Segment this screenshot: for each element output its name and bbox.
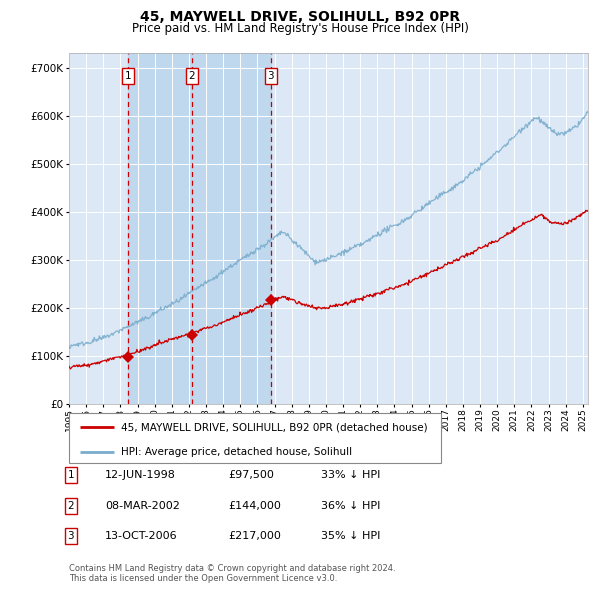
- Text: 12-JUN-1998: 12-JUN-1998: [105, 470, 176, 480]
- Text: Contains HM Land Registry data © Crown copyright and database right 2024.
This d: Contains HM Land Registry data © Crown c…: [69, 563, 395, 583]
- Text: 36% ↓ HPI: 36% ↓ HPI: [321, 501, 380, 510]
- Text: 2: 2: [67, 501, 74, 510]
- Text: 35% ↓ HPI: 35% ↓ HPI: [321, 532, 380, 541]
- Text: £97,500: £97,500: [228, 470, 274, 480]
- Text: Price paid vs. HM Land Registry's House Price Index (HPI): Price paid vs. HM Land Registry's House …: [131, 22, 469, 35]
- Text: 33% ↓ HPI: 33% ↓ HPI: [321, 470, 380, 480]
- Text: 3: 3: [67, 532, 74, 541]
- Text: £144,000: £144,000: [228, 501, 281, 510]
- Text: 08-MAR-2002: 08-MAR-2002: [105, 501, 180, 510]
- Bar: [128, 53, 271, 404]
- Text: £217,000: £217,000: [228, 532, 281, 541]
- Text: 1: 1: [67, 470, 74, 480]
- Text: 3: 3: [268, 71, 274, 81]
- Text: 1: 1: [125, 71, 131, 81]
- Text: 45, MAYWELL DRIVE, SOLIHULL, B92 0PR (detached house): 45, MAYWELL DRIVE, SOLIHULL, B92 0PR (de…: [121, 422, 428, 432]
- Text: 45, MAYWELL DRIVE, SOLIHULL, B92 0PR: 45, MAYWELL DRIVE, SOLIHULL, B92 0PR: [140, 10, 460, 24]
- Text: 13-OCT-2006: 13-OCT-2006: [105, 532, 178, 541]
- Text: HPI: Average price, detached house, Solihull: HPI: Average price, detached house, Soli…: [121, 447, 352, 457]
- Text: 2: 2: [188, 71, 195, 81]
- FancyBboxPatch shape: [69, 413, 441, 463]
